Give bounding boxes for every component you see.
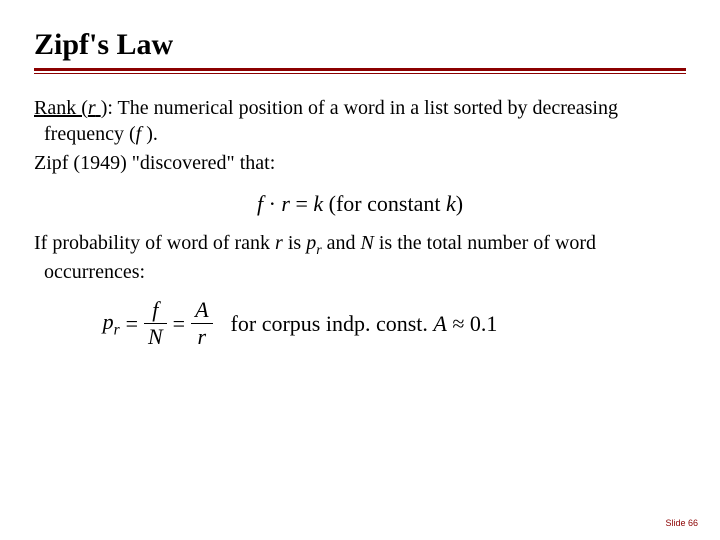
probability-paragraph: If probability of word of rank r is pr a… <box>34 231 686 286</box>
formula-2-row: pr = f N = A r for corpus indp. const. A… <box>0 299 686 348</box>
var-r: r <box>88 97 96 119</box>
denominator: N <box>144 326 167 348</box>
text: (for constant <box>323 191 446 216</box>
var-A: A <box>433 311 446 336</box>
sub-r: r <box>114 321 120 338</box>
var-p: p <box>306 232 316 254</box>
formula-1-row: f · r = k (for constant k) <box>34 191 686 217</box>
zipf-intro-paragraph: Zipf (1949) "discovered" that: <box>34 151 686 177</box>
op-eq: = <box>126 311 138 337</box>
text: ) <box>456 191 463 216</box>
formula-2: pr = f N = A r for corpus indp. const. A… <box>103 299 498 348</box>
text: and <box>322 232 361 254</box>
text: ): The numerical position of a word in a… <box>44 97 618 145</box>
var-k: k <box>313 191 323 216</box>
definition-paragraph: Rank (r ): The numerical position of a w… <box>34 96 686 147</box>
denominator: r <box>194 326 211 348</box>
numerator: f <box>148 299 162 321</box>
slide: Zipf's Law Rank (r ): The numerical posi… <box>0 0 720 540</box>
op-dot: · <box>263 191 281 216</box>
formula-2-condition: for corpus indp. const. A ≈ 0.1 <box>231 311 498 337</box>
op-eq: = <box>290 191 313 216</box>
rank-label: Rank (r <box>34 97 101 119</box>
var-r: r <box>275 232 283 254</box>
slide-number: Slide 66 <box>665 518 698 528</box>
text: Rank ( <box>34 97 88 119</box>
slide-title: Zipf's Law <box>34 28 686 62</box>
title-underline-thick <box>34 68 686 71</box>
formula-2-equation: pr = f N = A r <box>103 299 213 348</box>
text: ). <box>146 123 158 145</box>
formula-1: f · r = k (for constant k) <box>257 191 463 217</box>
fraction-f-over-N: f N <box>144 299 167 348</box>
var-N: N <box>361 232 374 254</box>
op-eq: = <box>173 311 185 337</box>
text: ≈ 0.1 <box>447 311 498 336</box>
text: is <box>283 232 306 254</box>
text: If probability of word of rank <box>34 232 275 254</box>
var-f: f <box>136 123 147 145</box>
var-k: k <box>446 191 456 216</box>
var-p: p <box>103 309 114 334</box>
var-r: r <box>281 191 290 216</box>
title-underline-thin <box>34 73 686 74</box>
numerator: A <box>191 299 212 321</box>
fraction-A-over-r: A r <box>191 299 212 348</box>
text: for corpus indp. const. <box>231 311 434 336</box>
